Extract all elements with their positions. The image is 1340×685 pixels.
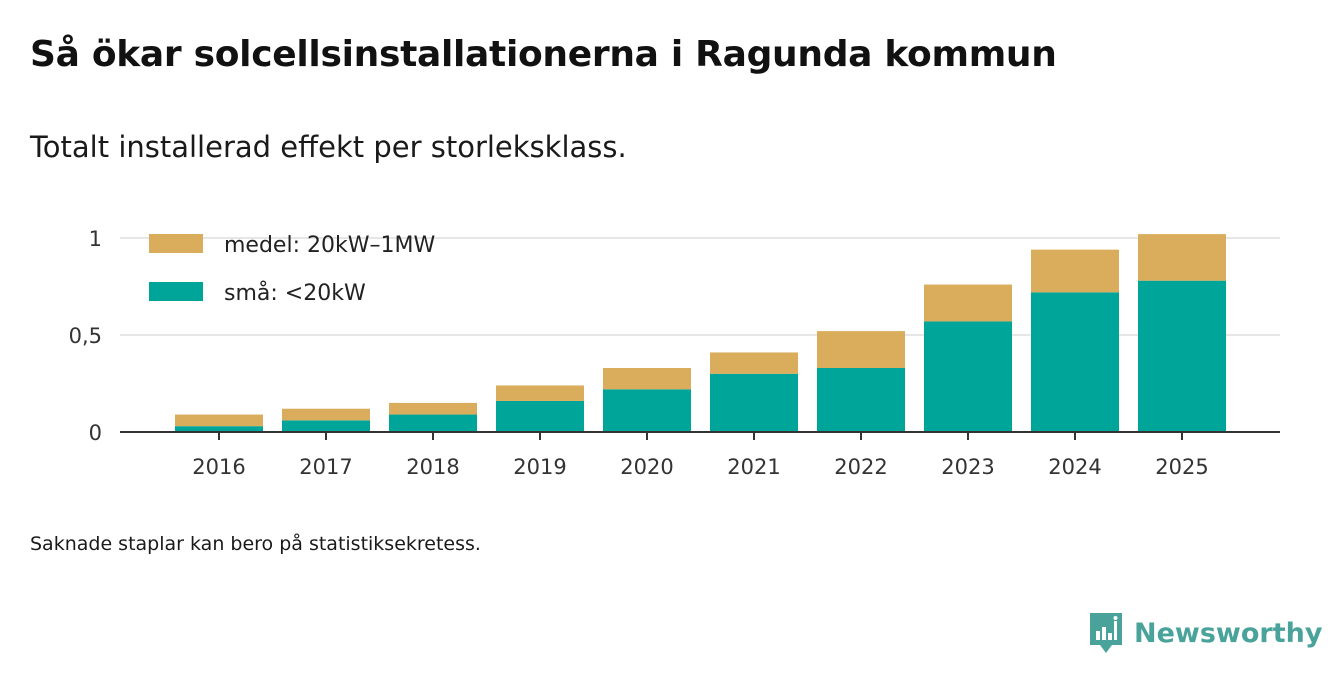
y-tick-label: 0,5 bbox=[69, 324, 102, 348]
bar-2017 bbox=[282, 420, 370, 432]
bar-2022 bbox=[817, 331, 905, 368]
x-tick-label: 2018 bbox=[406, 455, 459, 479]
bar-2021 bbox=[710, 373, 798, 432]
bar-2019 bbox=[496, 400, 584, 432]
bar-2021 bbox=[710, 352, 798, 374]
y-tick-label: 0 bbox=[89, 421, 102, 445]
bar-2019 bbox=[496, 385, 584, 401]
bar-2022 bbox=[817, 367, 905, 432]
legend-label: små: <20kW bbox=[224, 280, 366, 306]
brand-name: Newsworthy bbox=[1134, 617, 1323, 649]
brand: Newsworthy bbox=[1088, 610, 1322, 656]
footnote: Saknade staplar kan bero på statistiksek… bbox=[30, 533, 481, 555]
stacked-bar-chart: 0 0,5 1 2016 2017 2018 2019 2020 2021 2022 2023 202… bbox=[69, 227, 1280, 479]
legend-swatch bbox=[149, 234, 203, 253]
bar-2018 bbox=[389, 402, 477, 415]
bar-2017 bbox=[282, 408, 370, 421]
newsworthy-logo-icon bbox=[1090, 613, 1122, 653]
legend-label: medel: 20kW–1MW bbox=[224, 233, 435, 258]
bar-2024 bbox=[1031, 249, 1119, 293]
y-tick-label: 1 bbox=[89, 227, 102, 251]
x-tick-label: 2021 bbox=[727, 455, 780, 479]
bar-2025 bbox=[1138, 234, 1226, 281]
x-tick-label: 2020 bbox=[620, 455, 673, 479]
bar-2023 bbox=[924, 321, 1012, 432]
chart-title: Så ökar solcellsinstallationerna i Ragun… bbox=[30, 34, 1057, 75]
bar-2020 bbox=[603, 389, 691, 432]
x-tick-label: 2025 bbox=[1155, 455, 1208, 479]
bar-2025 bbox=[1138, 280, 1226, 432]
x-tick-label: 2019 bbox=[513, 455, 566, 479]
bar-2023 bbox=[924, 284, 1012, 322]
x-tick-label: 2024 bbox=[1048, 455, 1101, 479]
x-tick-label: 2023 bbox=[941, 455, 994, 479]
bar-2024 bbox=[1031, 292, 1119, 432]
bar-2018 bbox=[389, 414, 477, 432]
chart-subtitle: Totalt installerad effekt per storlekskl… bbox=[30, 130, 627, 164]
bar-2016 bbox=[175, 414, 263, 427]
x-tick-label: 2016 bbox=[192, 455, 245, 479]
x-tick-label: 2017 bbox=[299, 455, 352, 479]
legend-swatch bbox=[149, 282, 203, 301]
bar-2016 bbox=[175, 426, 263, 432]
bar-2020 bbox=[603, 367, 691, 390]
x-tick-label: 2022 bbox=[834, 455, 887, 479]
